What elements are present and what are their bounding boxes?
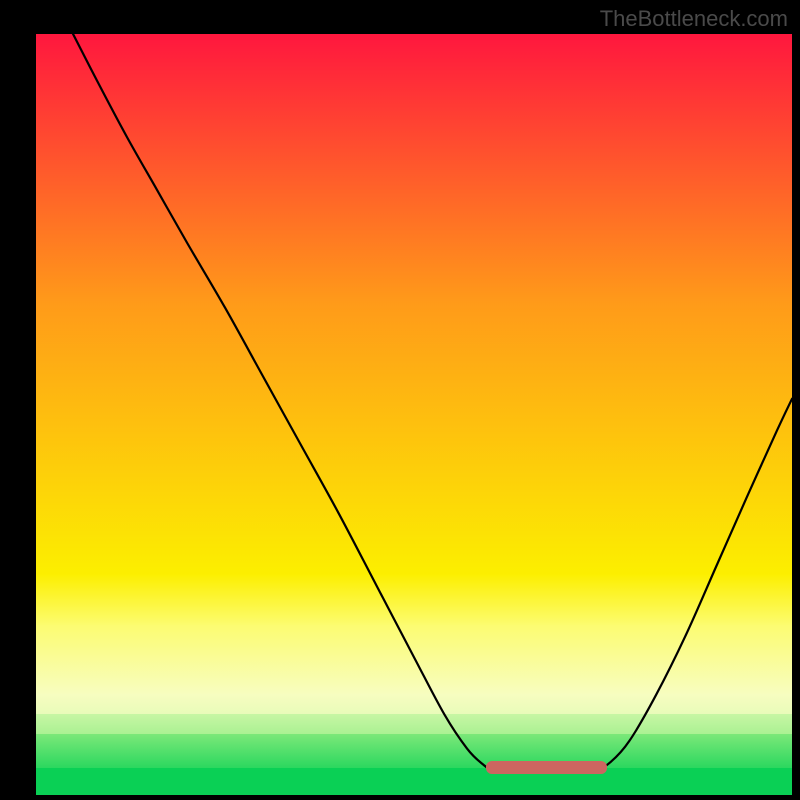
- gradient-band: [36, 574, 792, 625]
- watermark-text: TheBottleneck.com: [600, 6, 788, 32]
- bottleneck-marker-bar: [486, 761, 607, 774]
- gradient-band: [36, 694, 792, 715]
- gradient-band: [36, 625, 792, 696]
- gradient-band: [36, 734, 792, 769]
- gradient-band: [36, 714, 792, 735]
- gradient-band: [36, 768, 792, 795]
- gradient-band: [36, 34, 792, 575]
- chart-plot-area: [36, 34, 792, 794]
